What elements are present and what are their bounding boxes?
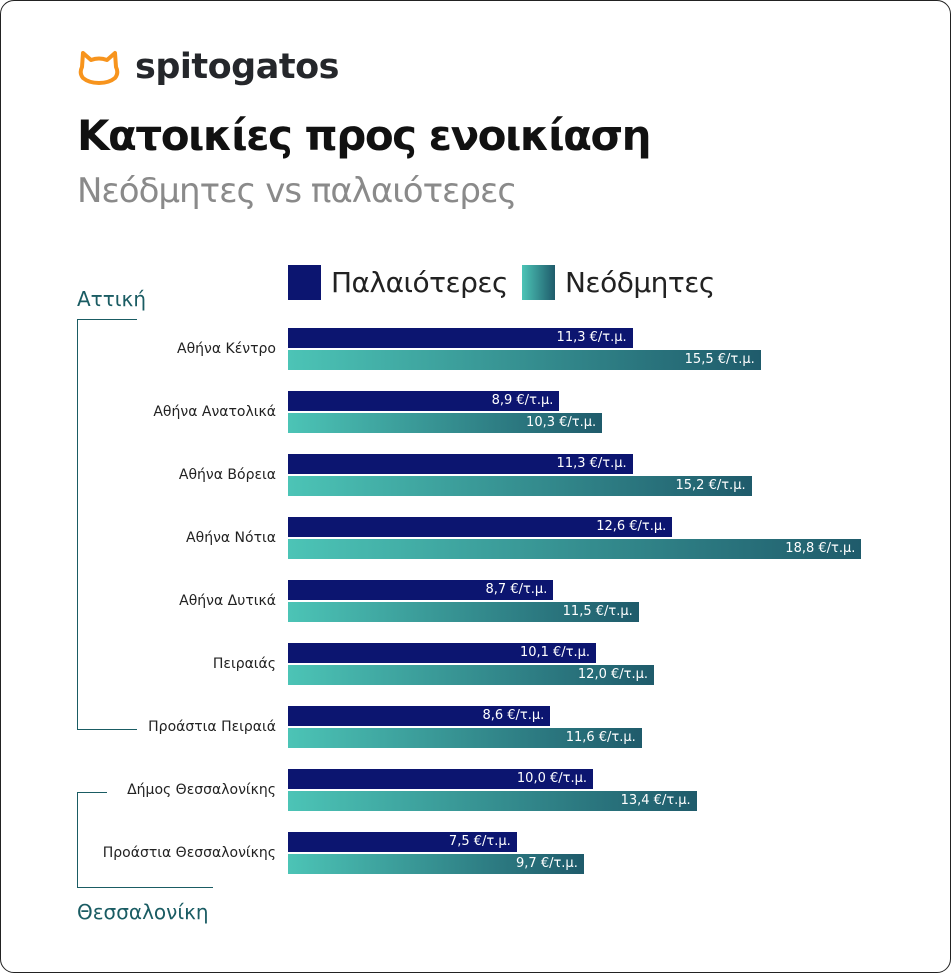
data-label: 8,7 €/τ.μ. (485, 582, 548, 597)
category-label: Αθήνα Νότια (186, 530, 276, 546)
data-label: 15,5 €/τ.μ. (684, 352, 755, 367)
bracket-attiki-bottom (77, 729, 137, 730)
legend-label-new: Νεόδμητες (564, 266, 715, 299)
category-label: Δήμος Θεσσαλονίκης (127, 782, 276, 798)
data-label: 11,6 €/τ.μ. (565, 730, 636, 745)
bar-new: 18,8 €/τ.μ. (288, 539, 862, 559)
bracket-top-line (77, 319, 137, 320)
data-label: 8,6 €/τ.μ. (482, 708, 545, 723)
legend-label-old: Παλαιότερες (331, 266, 508, 299)
bar-new: 11,6 €/τ.μ. (288, 728, 642, 748)
bar-new: 9,7 €/τ.μ. (288, 854, 584, 874)
legend-swatch-new (521, 265, 555, 300)
page-subtitle: Νεόδμητες vs παλαιότερες (77, 171, 517, 211)
category-label: Αθήνα Βόρεια (178, 467, 276, 483)
bar-old: 7,5 €/τ.μ. (288, 832, 517, 852)
bar-new: 15,5 €/τ.μ. (288, 350, 761, 370)
category-label: Αθήνα Ανατολικά (153, 404, 276, 420)
data-label: 12,6 €/τ.μ. (596, 519, 667, 534)
bar-old: 8,6 €/τ.μ. (288, 706, 551, 726)
data-label: 10,3 €/τ.μ. (526, 415, 597, 430)
group-label-thessaloniki: Θεσσαλονίκη (77, 900, 209, 924)
data-label: 12,0 €/τ.μ. (577, 667, 648, 682)
legend: Παλαιότερες Νεόδμητες (288, 265, 729, 300)
legend-swatch-old (288, 265, 321, 300)
bar-old: 11,3 €/τ.μ. (288, 328, 633, 348)
bar-new: 11,5 €/τ.μ. (288, 602, 639, 622)
bracket-thess-top (77, 792, 107, 793)
category-label: Προάστια Πειραιά (148, 719, 276, 735)
data-label: 9,7 €/τ.μ. (516, 856, 578, 871)
bar-old: 10,0 €/τ.μ. (288, 769, 593, 789)
group-label-attiki: Αττική (77, 287, 146, 311)
category-label: Αθήνα Δυτικά (179, 593, 276, 609)
brand-name: spitogatos (135, 47, 339, 87)
data-label: 10,1 €/τ.μ. (519, 645, 591, 660)
bar-new: 10,3 €/τ.μ. (288, 413, 603, 433)
category-label: Αθήνα Κέντρο (177, 341, 276, 357)
data-label: 15,2 €/τ.μ. (675, 478, 746, 493)
bar-new: 15,2 €/τ.μ. (288, 476, 752, 496)
bar-new: 13,4 €/τ.μ. (288, 791, 697, 811)
data-label: 11,5 €/τ.μ. (562, 604, 633, 619)
data-label: 7,5 €/τ.μ. (448, 834, 511, 849)
bar-new: 12,0 €/τ.μ. (288, 665, 654, 685)
logo: spitogatos (77, 47, 339, 87)
cat-icon (78, 51, 120, 85)
page-title: Κατοικίες προς ενοικίαση (77, 111, 652, 160)
category-label: Προάστια Θεσσαλονίκης (102, 845, 276, 861)
bracket-thessaloniki (77, 792, 78, 888)
bar-old: 12,6 €/τ.μ. (288, 517, 673, 537)
bracket-thess-bottom (77, 887, 213, 888)
data-label: 8,9 €/τ.μ. (491, 393, 554, 408)
bar-old: 10,1 €/τ.μ. (288, 643, 597, 663)
bar-old: 8,7 €/τ.μ. (288, 580, 554, 600)
data-label: 10,0 €/τ.μ. (516, 771, 587, 786)
data-label: 11,3 €/τ.μ. (556, 456, 627, 471)
data-label: 11,3 €/τ.μ. (556, 330, 627, 345)
bracket-attiki (77, 319, 78, 729)
bar-old: 8,9 €/τ.μ. (288, 391, 560, 411)
data-label: 18,8 €/τ.μ. (785, 541, 856, 556)
data-label: 13,4 €/τ.μ. (620, 793, 691, 808)
category-label: Πειραιάς (212, 656, 276, 672)
bar-old: 11,3 €/τ.μ. (288, 454, 633, 474)
